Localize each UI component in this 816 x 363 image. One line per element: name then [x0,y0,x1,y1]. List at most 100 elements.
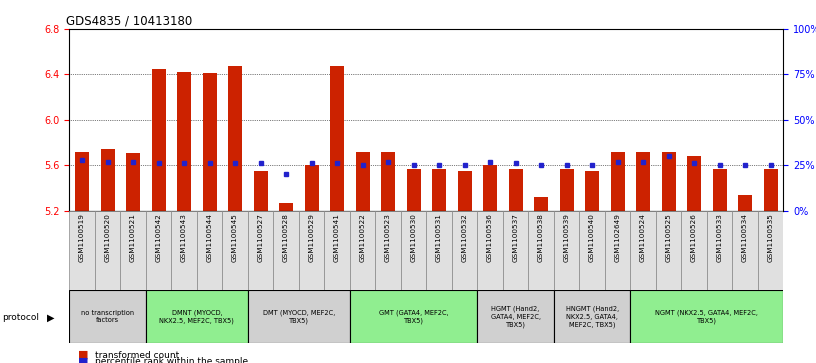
Bar [712,168,726,211]
Bar [662,152,676,211]
Bar [458,171,472,211]
FancyBboxPatch shape [197,211,222,292]
Text: GSM1100531: GSM1100531 [436,213,442,262]
Text: GSM1100519: GSM1100519 [79,213,85,262]
Text: ■: ■ [78,350,88,360]
Text: GSM1100544: GSM1100544 [206,213,213,262]
Bar [687,156,701,211]
FancyBboxPatch shape [579,211,605,292]
Text: GSM1100541: GSM1100541 [334,213,340,262]
FancyBboxPatch shape [248,290,350,343]
FancyBboxPatch shape [707,211,733,292]
FancyBboxPatch shape [350,290,477,343]
FancyBboxPatch shape [146,290,248,343]
Bar [534,197,548,211]
Text: GSM1100539: GSM1100539 [564,213,570,262]
FancyBboxPatch shape [554,290,630,343]
FancyBboxPatch shape [299,211,325,292]
Bar [304,165,318,211]
Bar [177,72,191,211]
FancyBboxPatch shape [605,211,630,292]
Bar [585,171,599,211]
Bar [508,168,522,211]
FancyBboxPatch shape [554,211,579,292]
Text: GSM1100530: GSM1100530 [410,213,417,262]
Text: GSM1100532: GSM1100532 [462,213,468,262]
Bar [610,152,624,211]
Bar [202,73,216,211]
FancyBboxPatch shape [121,211,146,292]
Text: GSM1100536: GSM1100536 [487,213,493,262]
FancyBboxPatch shape [401,211,426,292]
FancyBboxPatch shape [222,211,248,292]
Bar [432,168,446,211]
FancyBboxPatch shape [325,211,350,292]
FancyBboxPatch shape [146,211,171,292]
Bar [75,152,89,211]
Text: GSM1100529: GSM1100529 [308,213,315,262]
Text: NGMT (NKX2.5, GATA4, MEF2C,
TBX5): NGMT (NKX2.5, GATA4, MEF2C, TBX5) [655,310,758,324]
Text: GMT (GATA4, MEF2C,
TBX5): GMT (GATA4, MEF2C, TBX5) [379,310,449,324]
FancyBboxPatch shape [248,211,273,292]
FancyBboxPatch shape [452,211,477,292]
Text: GDS4835 / 10413180: GDS4835 / 10413180 [66,15,192,28]
Text: GSM1100521: GSM1100521 [130,213,136,262]
Text: GSM1100538: GSM1100538 [538,213,544,262]
Bar [738,195,752,211]
FancyBboxPatch shape [171,211,197,292]
Bar [483,165,497,211]
Bar [636,152,650,211]
FancyBboxPatch shape [273,211,299,292]
Text: GSM1100543: GSM1100543 [181,213,187,262]
Bar [126,153,140,211]
Text: GSM1100528: GSM1100528 [283,213,289,262]
Text: GSM1100535: GSM1100535 [768,213,774,262]
FancyBboxPatch shape [630,290,783,343]
Text: DMNT (MYOCD,
NKX2.5, MEF2C, TBX5): DMNT (MYOCD, NKX2.5, MEF2C, TBX5) [159,310,234,324]
Text: protocol: protocol [2,313,38,322]
Text: GSM1100520: GSM1100520 [104,213,111,262]
Text: GSM1102649: GSM1102649 [614,213,621,262]
Bar [100,149,114,211]
Text: GSM1100533: GSM1100533 [716,213,723,262]
Text: GSM1100525: GSM1100525 [666,213,672,262]
FancyBboxPatch shape [350,211,375,292]
Bar [254,171,268,211]
FancyBboxPatch shape [656,211,681,292]
Bar [381,152,395,211]
Text: GSM1100527: GSM1100527 [258,213,264,262]
Bar [356,152,370,211]
Bar [279,203,293,211]
Text: transformed count: transformed count [95,351,180,359]
Text: GSM1100522: GSM1100522 [360,213,366,262]
Text: percentile rank within the sample: percentile rank within the sample [95,357,249,363]
Bar [764,168,778,211]
Text: GSM1100523: GSM1100523 [385,213,391,262]
Text: GSM1100540: GSM1100540 [589,213,595,262]
Text: GSM1100542: GSM1100542 [156,213,162,262]
Text: GSM1100526: GSM1100526 [691,213,697,262]
Text: ▶: ▶ [47,313,55,323]
Text: DMT (MYOCD, MEF2C,
TBX5): DMT (MYOCD, MEF2C, TBX5) [263,310,335,324]
FancyBboxPatch shape [758,211,783,292]
Bar [152,69,166,211]
FancyBboxPatch shape [529,211,554,292]
Text: GSM1100534: GSM1100534 [742,213,748,262]
Text: HNGMT (Hand2,
NKX2.5, GATA4,
MEF2C, TBX5): HNGMT (Hand2, NKX2.5, GATA4, MEF2C, TBX5… [565,306,619,328]
FancyBboxPatch shape [681,211,707,292]
FancyBboxPatch shape [375,211,401,292]
FancyBboxPatch shape [503,211,529,292]
Bar [330,66,344,211]
Text: ■: ■ [78,356,88,363]
Text: GSM1100545: GSM1100545 [232,213,238,262]
Text: HGMT (Hand2,
GATA4, MEF2C,
TBX5): HGMT (Hand2, GATA4, MEF2C, TBX5) [490,306,541,328]
Text: no transcription
factors: no transcription factors [81,310,134,323]
Bar [560,168,574,211]
FancyBboxPatch shape [69,290,146,343]
Text: GSM1100537: GSM1100537 [512,213,519,262]
FancyBboxPatch shape [95,211,121,292]
FancyBboxPatch shape [426,211,452,292]
FancyBboxPatch shape [69,211,95,292]
FancyBboxPatch shape [477,290,554,343]
FancyBboxPatch shape [630,211,656,292]
